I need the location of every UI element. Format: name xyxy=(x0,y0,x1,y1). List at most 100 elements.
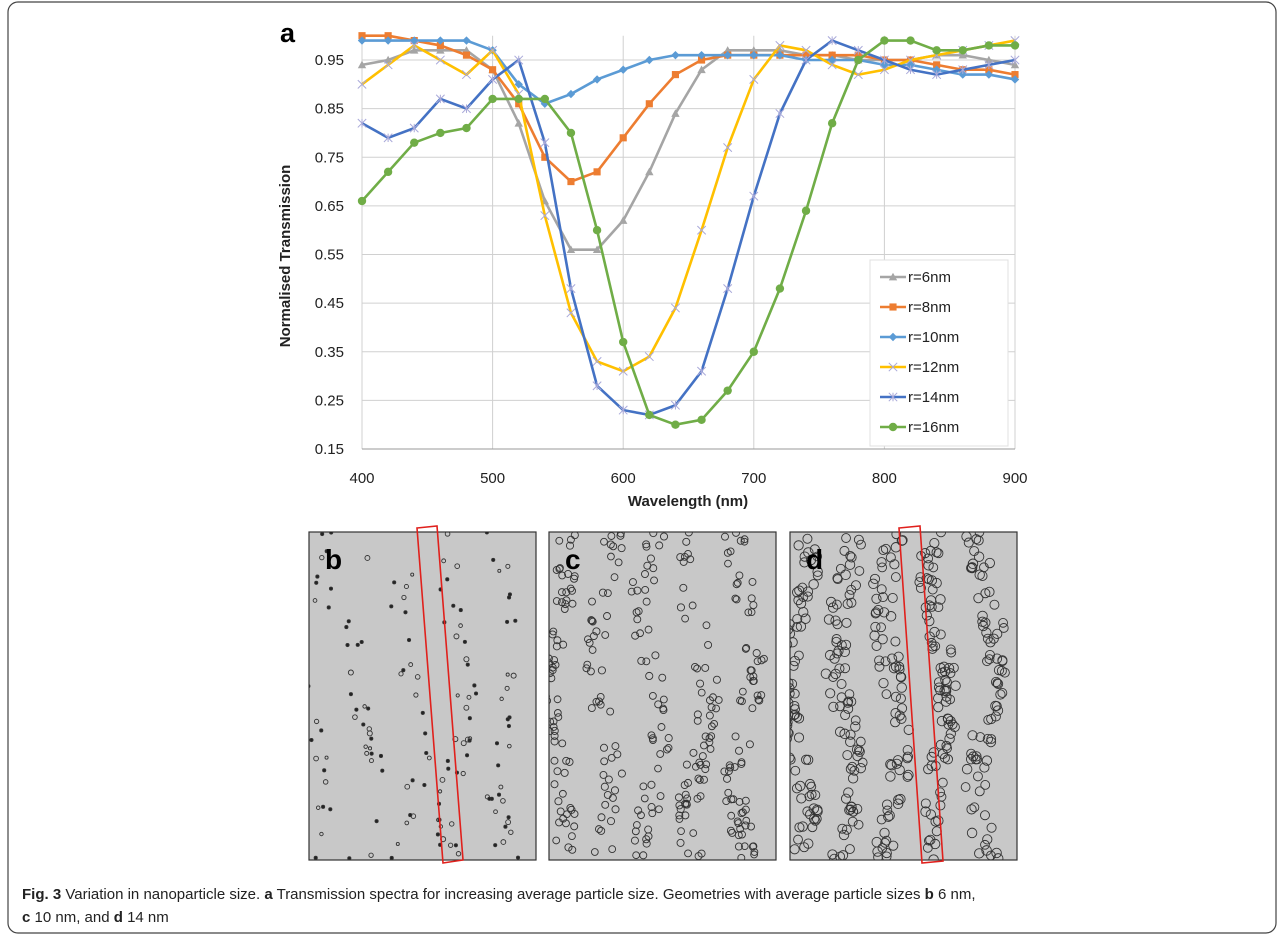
particle xyxy=(990,676,1002,688)
particle xyxy=(404,820,410,826)
particle xyxy=(730,763,739,771)
marker xyxy=(697,50,706,60)
particle xyxy=(799,842,810,853)
particle xyxy=(948,662,959,673)
particle xyxy=(604,589,612,598)
particle xyxy=(920,806,931,817)
particle xyxy=(712,704,720,713)
caption-segment: Fig. 3 xyxy=(22,886,61,903)
particle xyxy=(980,810,990,821)
marker xyxy=(888,392,898,402)
particle xyxy=(506,723,511,729)
particle xyxy=(810,790,821,801)
particle xyxy=(584,635,592,644)
marker xyxy=(723,142,733,153)
particle xyxy=(549,663,557,672)
particle xyxy=(902,753,913,764)
particle xyxy=(791,711,802,722)
particle xyxy=(883,811,894,822)
particle xyxy=(828,701,839,712)
particle xyxy=(403,610,408,615)
marker xyxy=(801,206,811,215)
marker xyxy=(723,50,732,60)
particle xyxy=(924,616,935,627)
particle xyxy=(945,668,956,679)
marker xyxy=(671,50,680,60)
particle xyxy=(722,797,731,806)
particle xyxy=(599,743,609,752)
particle xyxy=(550,756,559,765)
particle xyxy=(903,769,914,781)
marker xyxy=(888,272,898,281)
particle xyxy=(869,573,881,584)
particle xyxy=(557,588,566,597)
particle xyxy=(741,805,750,814)
particle xyxy=(748,704,757,713)
particle xyxy=(676,805,685,814)
particle xyxy=(846,552,857,563)
particle xyxy=(750,848,759,856)
particle xyxy=(724,788,733,797)
particle xyxy=(642,540,651,549)
particle xyxy=(555,536,564,545)
particle xyxy=(977,570,988,582)
particle xyxy=(549,674,556,683)
particle xyxy=(923,560,934,571)
particle xyxy=(757,691,766,700)
particle xyxy=(750,850,759,859)
particle xyxy=(734,842,743,851)
particle xyxy=(790,660,799,671)
particle xyxy=(925,595,937,606)
particle xyxy=(944,733,955,744)
particle xyxy=(592,627,601,636)
marker xyxy=(984,55,994,64)
particle xyxy=(991,847,1002,859)
particle xyxy=(878,677,889,689)
particle xyxy=(389,604,394,609)
particle xyxy=(611,805,620,814)
particle xyxy=(737,697,746,706)
particle xyxy=(845,729,856,740)
particle xyxy=(702,621,711,630)
particle xyxy=(700,741,708,750)
particle xyxy=(346,619,351,624)
particle xyxy=(649,532,658,538)
particle xyxy=(642,835,651,844)
particle xyxy=(937,748,949,760)
marker xyxy=(1011,71,1019,79)
particle xyxy=(467,736,473,741)
panel-label: b xyxy=(325,544,342,575)
particle xyxy=(313,755,319,762)
particle xyxy=(988,633,999,644)
particle xyxy=(588,616,596,625)
particle xyxy=(755,696,764,705)
marker xyxy=(592,381,602,391)
particle xyxy=(986,713,997,725)
marker xyxy=(827,119,837,128)
marker xyxy=(827,36,837,46)
particle xyxy=(998,617,1008,628)
particle xyxy=(326,605,331,610)
particle xyxy=(589,632,598,641)
particle xyxy=(712,675,721,684)
particle xyxy=(721,532,729,541)
series xyxy=(357,36,1020,376)
particle xyxy=(790,683,795,694)
marker xyxy=(358,32,366,40)
caption-segment: b xyxy=(925,886,934,903)
particle xyxy=(505,717,510,722)
particle xyxy=(329,532,334,535)
particle xyxy=(704,640,713,649)
panel-label: c xyxy=(565,544,581,575)
particle xyxy=(920,548,931,559)
particle xyxy=(549,717,555,726)
particle xyxy=(744,608,753,617)
particle xyxy=(990,700,1001,712)
particle xyxy=(694,852,703,860)
particle xyxy=(802,806,813,817)
particle xyxy=(705,734,714,742)
y-tick-label: 0.85 xyxy=(315,101,344,118)
particle xyxy=(985,637,996,648)
particle xyxy=(831,634,842,644)
particle xyxy=(735,746,744,755)
